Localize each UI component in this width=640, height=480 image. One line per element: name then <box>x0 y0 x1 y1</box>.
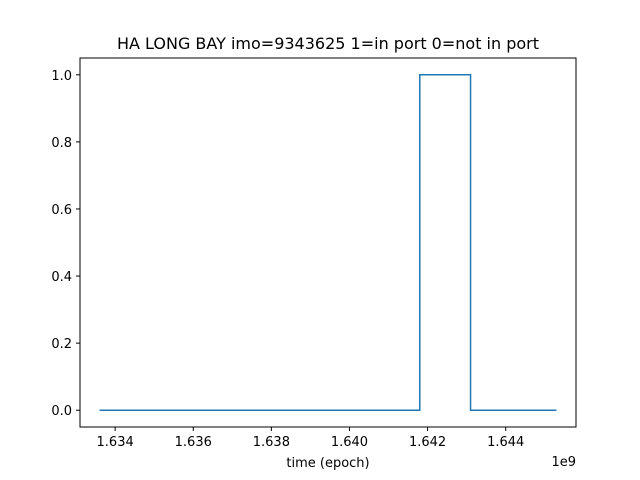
y-tick-label: 0.2 <box>51 337 72 352</box>
x-tick-label: 1.640 <box>331 435 368 450</box>
x-axis-offset-label: 1e9 <box>551 455 576 470</box>
x-tick-label: 1.634 <box>97 435 134 450</box>
plot-area <box>99 74 557 411</box>
chart-title: HA LONG BAY imo=9343625 1=in port 0=not … <box>117 34 539 53</box>
axis-ticks: 1.634 1.636 1.638 1.640 1.642 1.644 0.0 0.2 0.4 0… <box>51 69 524 450</box>
x-tick-label: 1.636 <box>175 435 212 450</box>
y-tick-label: 0.6 <box>51 203 72 218</box>
x-axis-label: time (epoch) <box>286 456 369 471</box>
axes-frame <box>79 57 577 428</box>
y-tick-label: 0.8 <box>51 136 72 151</box>
y-tick-label: 0.4 <box>51 270 72 285</box>
y-tick-label: 1.0 <box>51 69 72 84</box>
y-tick-label: 0.0 <box>51 404 72 419</box>
series-line-0 <box>99 74 557 411</box>
x-tick-label: 1.638 <box>253 435 290 450</box>
x-tick-label: 1.644 <box>487 435 524 450</box>
x-tick-label: 1.642 <box>409 435 446 450</box>
